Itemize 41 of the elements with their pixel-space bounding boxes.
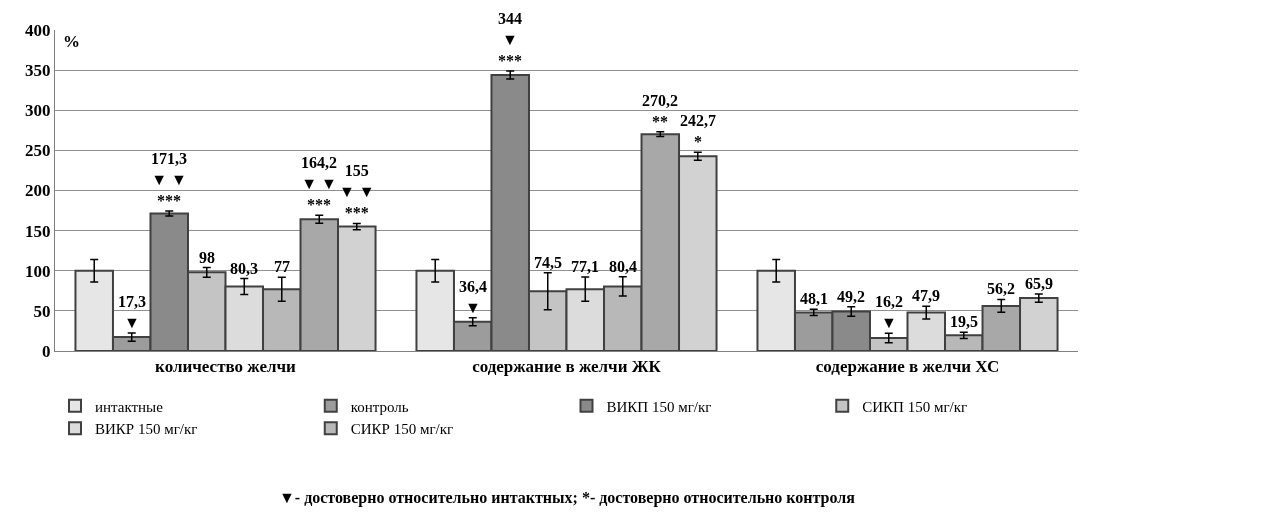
legend-label: ВИКР 150 мг/кг — [95, 421, 198, 438]
y-tick-label: 50 — [33, 301, 51, 321]
x-tick-label: содержание в желчи ХС — [815, 357, 1000, 377]
y-tick-label: 100 — [25, 261, 51, 281]
data-label: 65,9 — [1025, 275, 1053, 292]
data-label: 242,7 * — [680, 112, 716, 150]
data-label: 36,4 ▼ — [459, 278, 487, 316]
data-label: 74,5 — [534, 254, 562, 271]
data-label: 171,3 ▼ ▼ *** — [151, 150, 187, 209]
x-tick-label: содержание в желчи ЖК — [472, 357, 662, 377]
y-axis-title: % — [63, 32, 80, 51]
legend-label: контроль — [350, 398, 409, 415]
y-tick-label: 400 — [25, 20, 51, 40]
data-label: 17,3 ▼ — [118, 293, 146, 331]
data-label: 155 ▼ ▼ *** — [339, 162, 375, 221]
legend-label: интактные — [95, 398, 164, 415]
data-label: 77 — [274, 258, 290, 275]
y-tick-label: 250 — [25, 141, 51, 161]
legend-label: СИКР 150 мг/кг — [350, 421, 454, 438]
data-label: 80,4 — [609, 258, 637, 275]
legend-label: ВИКП 150 мг/кг — [606, 398, 712, 415]
data-label: 49,2 — [837, 288, 865, 305]
data-label: 19,5 — [950, 313, 978, 330]
text: ▼- достоверно относительно интактных; *- достоверно относительно контроля — [279, 489, 856, 507]
data-label: 47,9 — [912, 287, 940, 304]
y-tick-label: 150 — [25, 221, 51, 241]
y-tick-label: 200 — [25, 181, 51, 201]
data-label: 48,1 — [800, 290, 828, 307]
data-label: 80,3 — [230, 260, 258, 277]
y-tick-label: 350 — [25, 61, 51, 81]
legend-label: СИКП 150 мг/кг — [862, 398, 968, 415]
data-label: 16,2 ▼ — [875, 293, 903, 331]
data-label: 77,1 — [571, 258, 599, 275]
y-tick-label: 0 — [42, 341, 51, 361]
x-tick-label: количество желчи — [155, 357, 297, 377]
y-tick-label: 300 — [25, 101, 51, 121]
data-label: 164,2 ▼ ▼ *** — [301, 154, 337, 213]
data-label: 56,2 — [987, 280, 1015, 297]
data-label: 270,2 ** — [642, 92, 678, 130]
data-label: 98 — [199, 249, 215, 266]
data-label: 344 ▼ *** — [498, 10, 522, 69]
